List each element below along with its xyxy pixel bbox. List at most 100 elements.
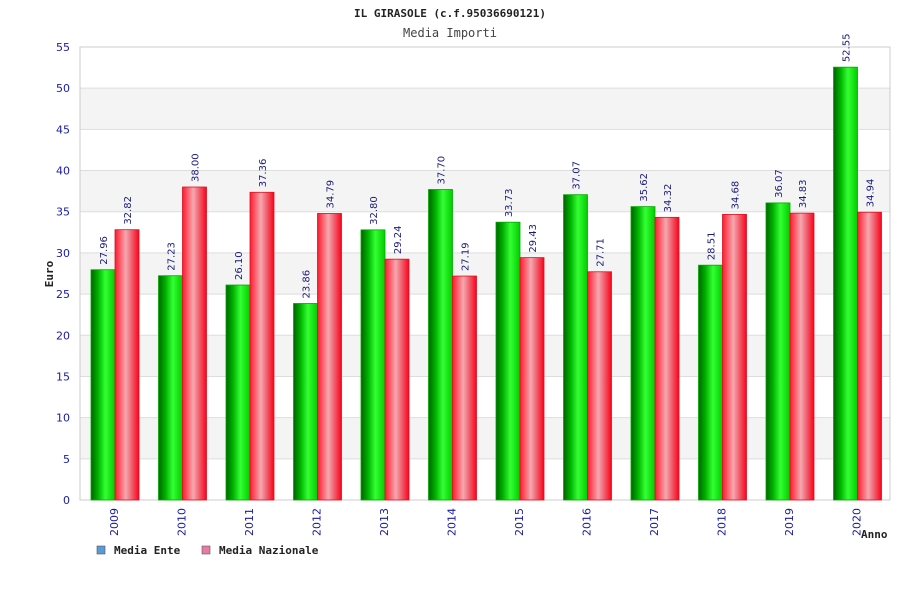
x-axis-label: Anno	[861, 528, 888, 541]
grid-band	[80, 417, 890, 459]
legend-label: Media Nazionale	[219, 544, 319, 557]
data-label: 34.68	[731, 181, 742, 210]
data-label: 34.83	[798, 179, 809, 208]
bar-media-ente	[765, 202, 791, 501]
bar-media-ente	[698, 264, 723, 501]
x-tick-label: 2013	[378, 508, 391, 536]
bar-media-nazionale	[857, 211, 882, 501]
legend: Media Ente Media Nazionale	[96, 544, 319, 557]
legend-label: Media Ente	[114, 544, 181, 557]
data-label: 37.07	[572, 161, 583, 190]
data-label: 27.71	[596, 238, 607, 267]
y-tick-label: 40	[56, 165, 70, 178]
y-tick-label: 30	[56, 247, 70, 260]
grid-band	[80, 47, 890, 89]
data-labels: 27.96 32.82 27.23 38.00 26.10 37.36 23.86 34.79…	[99, 34, 877, 299]
x-tick-label: 2014	[446, 508, 459, 536]
data-label: 36.07	[774, 169, 785, 198]
legend-swatch	[96, 545, 106, 555]
data-label: 37.36	[258, 159, 269, 188]
y-tick-label: 10	[56, 412, 70, 425]
bar-media-nazionale	[452, 275, 477, 501]
x-tick-label: 2010	[176, 508, 189, 536]
chart-title: IL GIRASOLE (c.f.95036690121)	[354, 7, 546, 20]
legend-swatch	[201, 545, 211, 555]
data-label: 27.19	[461, 242, 472, 271]
bar-media-ente	[360, 229, 386, 501]
bar-media-ente	[495, 221, 521, 501]
x-tick-label: 2018	[716, 508, 729, 536]
bar-media-ente	[158, 275, 183, 501]
grid	[79, 46, 891, 501]
data-label: 32.82	[123, 196, 134, 225]
data-label: 23.86	[302, 270, 313, 299]
data-label: 34.79	[326, 180, 337, 209]
x-tick-label: 2016	[581, 508, 594, 536]
y-tick-label: 25	[56, 288, 70, 301]
data-label: 28.51	[707, 232, 718, 261]
bar-media-ente	[630, 206, 656, 501]
chart-subtitle: Media Importi	[403, 26, 497, 40]
data-label: 37.70	[437, 156, 448, 185]
x-tick-label: 2012	[311, 508, 324, 536]
data-label: 32.80	[369, 196, 380, 225]
data-label: 34.32	[663, 184, 674, 213]
grid-band	[80, 129, 890, 171]
data-label: 29.43	[528, 224, 539, 253]
y-tick-label: 0	[63, 494, 70, 507]
data-label: 27.96	[99, 236, 110, 265]
bar-media-nazionale	[722, 213, 747, 501]
y-tick-label: 55	[56, 41, 70, 54]
x-tick-label: 2020	[851, 508, 864, 536]
grid-band	[80, 458, 890, 500]
data-label: 27.23	[167, 242, 178, 271]
y-tick-label: 5	[63, 453, 70, 466]
bar-media-nazionale	[654, 216, 680, 501]
data-label: 38.00	[191, 153, 202, 182]
grid-band	[80, 252, 890, 295]
data-label: 26.10	[234, 251, 245, 280]
y-tick-label: 50	[56, 82, 70, 95]
x-tick-label: 2011	[243, 508, 256, 536]
data-label: 29.24	[393, 226, 404, 255]
bar-media-ente	[225, 284, 251, 501]
grid-band	[80, 170, 890, 212]
bars	[90, 66, 882, 501]
x-tick-label: 2015	[513, 508, 526, 536]
bar-media-nazionale	[789, 212, 815, 501]
grid-band	[80, 335, 890, 377]
bar-media-ente	[90, 269, 116, 501]
data-label: 52.55	[842, 34, 853, 63]
bar-media-ente	[563, 194, 588, 501]
grid-band	[80, 211, 890, 253]
y-tick-label: 20	[56, 329, 70, 342]
grid-band	[80, 294, 890, 336]
x-axis-ticks: 2009 2010 2011 2012 2013 2014 2015 2016 2017 2018…	[108, 508, 864, 536]
bar-media-nazionale	[384, 258, 410, 501]
bar-media-ente	[293, 303, 318, 501]
data-label: 33.73	[504, 189, 515, 218]
bar-media-ente	[428, 189, 453, 501]
plot-area-border	[79, 46, 891, 501]
y-axis-ticks: 0 5 10 15 20 25 30 35 40 45 50 55	[56, 41, 70, 507]
x-tick-label: 2009	[108, 508, 121, 536]
y-axis-label: Euro	[43, 260, 56, 287]
bar-media-nazionale	[519, 257, 545, 501]
bar-media-ente	[833, 66, 858, 501]
grid-band	[80, 376, 890, 418]
data-label: 35.62	[639, 173, 650, 202]
data-label: 34.94	[866, 179, 877, 208]
y-tick-label: 15	[56, 370, 70, 383]
bar-media-nazionale	[249, 191, 275, 501]
y-tick-label: 45	[56, 123, 70, 136]
bar-media-nazionale	[317, 213, 342, 501]
y-tick-label: 35	[56, 206, 70, 219]
x-tick-label: 2019	[783, 508, 796, 536]
bar-media-nazionale	[182, 186, 207, 501]
bar-media-nazionale	[114, 229, 140, 501]
grid-band	[80, 88, 890, 130]
bar-media-nazionale	[587, 271, 612, 501]
x-tick-label: 2017	[648, 508, 661, 536]
